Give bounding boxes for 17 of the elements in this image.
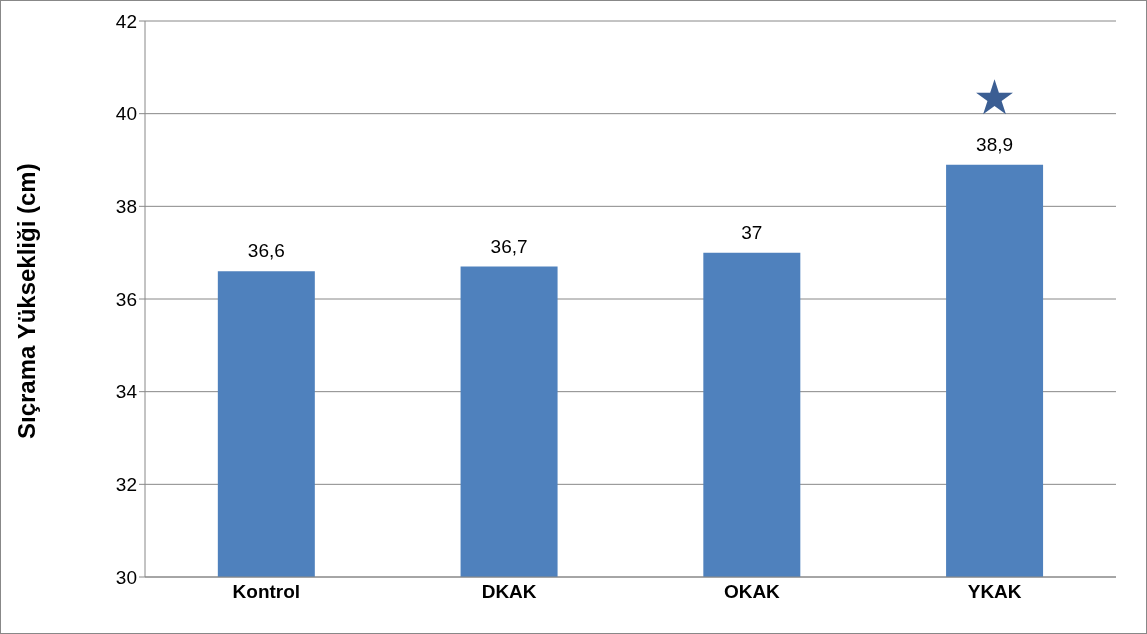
annotation: ★ bbox=[973, 68, 1017, 125]
y-tick-label: 32 bbox=[115, 474, 137, 496]
y-tick-label: 42 bbox=[115, 10, 137, 32]
y-tick-label: 40 bbox=[115, 103, 137, 125]
y-tick-label: 30 bbox=[115, 566, 137, 588]
x-tick-label: OKAK bbox=[723, 581, 781, 603]
x-tick-label: YKAK bbox=[967, 581, 1022, 603]
data-label: 36,6 bbox=[247, 240, 285, 262]
y-axis-title: Sıçrama Yüksekliği (cm) bbox=[12, 163, 40, 439]
data-label: 37 bbox=[741, 221, 763, 243]
y-tick-label: 38 bbox=[115, 196, 137, 218]
x-tick-label: Kontrol bbox=[232, 581, 301, 603]
data-label: 38,9 bbox=[976, 133, 1014, 155]
y-tick-label: 36 bbox=[115, 288, 137, 310]
y-tick-label: 34 bbox=[115, 381, 138, 403]
data-label: 36,7 bbox=[490, 235, 528, 257]
x-tick-label: DKAK bbox=[481, 581, 537, 603]
